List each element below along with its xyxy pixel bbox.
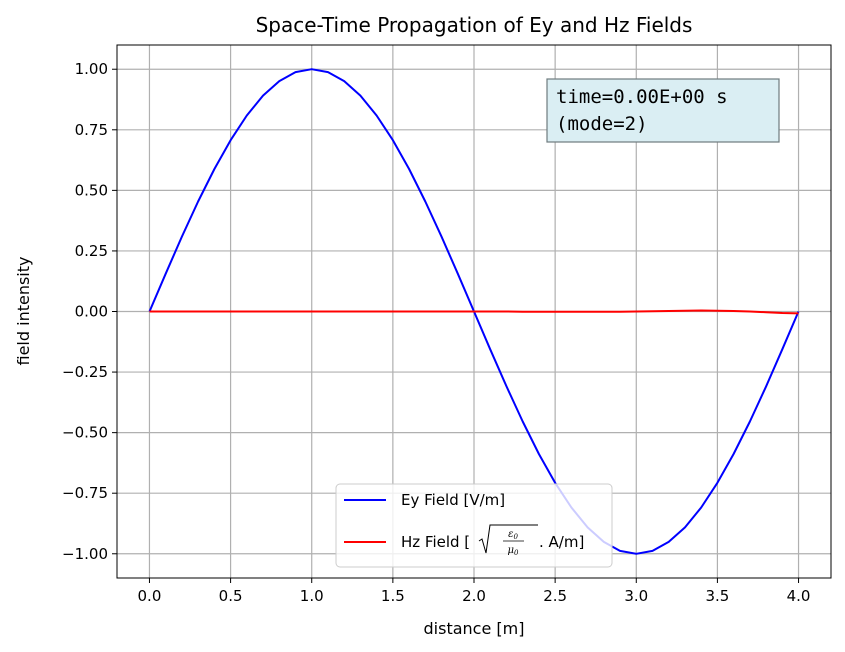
y-tick-label: 0.00 [75, 303, 108, 321]
sqrt-denominator: μ0 [508, 545, 520, 557]
x-tick-label: 3.5 [705, 587, 729, 605]
x-tick-label: 4.0 [787, 587, 811, 605]
legend: Ey Field [V/m] Hz Field [ ε0 μ0 . A/m] [335, 483, 613, 568]
y-tick-label: −0.50 [62, 424, 108, 442]
annotation-mode: (mode=2) [556, 113, 648, 135]
legend-label-hz: Hz Field [ ε0 μ0 . A/m] [401, 524, 584, 557]
series-line-hz [149, 309, 799, 315]
x-tick-label: 1.5 [381, 587, 405, 605]
sqrt-sign [478, 524, 538, 554]
series-layer [148, 68, 800, 555]
x-tick-label: 3.0 [624, 587, 648, 605]
legend-label-hz-suffix: . A/m] [539, 533, 584, 551]
x-tick-label: 0.0 [138, 587, 162, 605]
y-axis-label: field intensity [14, 257, 33, 366]
x-tick-label: 1.0 [300, 587, 324, 605]
chart-title: Space-Time Propagation of Ey and Hz Fiel… [256, 13, 693, 37]
y-tick-label: 1.00 [75, 60, 108, 78]
annotation-time: time=0.00E+00 s [556, 86, 728, 108]
legend-label-hz-prefix: Hz Field [ [401, 533, 470, 551]
legend-box [335, 483, 613, 568]
y-tick-label: 0.50 [75, 181, 108, 199]
legend-label-ey: Ey Field [V/m] [401, 491, 505, 509]
time-annotation: time=0.00E+00 s (mode=2) [546, 78, 780, 143]
y-tick-label: 0.75 [75, 121, 108, 139]
y-tick-label: −0.25 [62, 363, 108, 381]
x-tick-label: 0.5 [219, 587, 243, 605]
x-tick-label: 2.0 [462, 587, 486, 605]
x-tick-label: 2.5 [543, 587, 567, 605]
x-axis-ticks: 0.0 0.5 1.0 1.5 2.0 2.5 3.0 3.5 4.0 [138, 578, 811, 605]
y-tick-label: −1.00 [62, 545, 108, 563]
x-axis-label: distance [m] [424, 619, 525, 638]
sqrt-numerator: ε0 [508, 529, 518, 541]
y-tick-label: 0.25 [75, 242, 108, 260]
y-tick-label: −0.75 [62, 484, 108, 502]
y-axis-ticks: 1.00 0.75 0.50 0.25 0.00 −0.25 −0.50 −0.75 −1.00 [62, 60, 117, 563]
annotation-box [546, 78, 780, 143]
